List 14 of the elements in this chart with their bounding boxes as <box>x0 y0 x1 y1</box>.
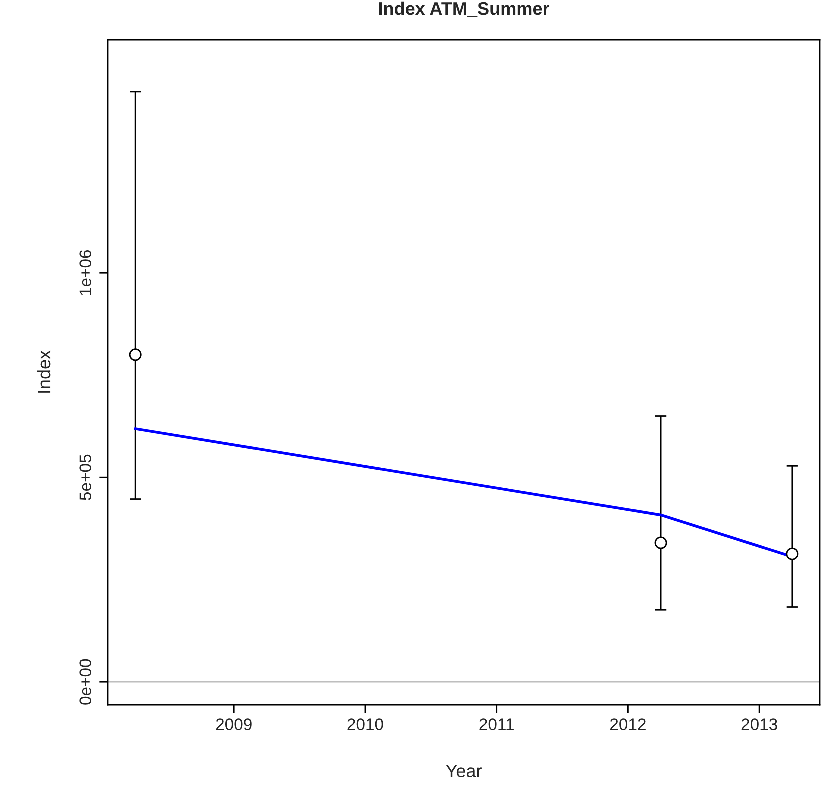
x-tick-label: 2009 <box>216 718 252 730</box>
y-tick-label: 1e+06 <box>80 250 92 296</box>
y-tick-label: 5e+05 <box>80 454 92 500</box>
point <box>654 536 668 550</box>
y-tick-label: 0e+00 <box>80 659 92 705</box>
point <box>786 548 799 560</box>
chart-title: Index ATM_Summer <box>379 2 550 18</box>
x-tick-label: 2010 <box>348 718 384 730</box>
y-axis-title: Index <box>37 350 51 393</box>
x-tick-label: 2011 <box>480 718 514 730</box>
x-tick-label: 2013 <box>742 718 778 730</box>
point <box>129 348 142 362</box>
x-axis-title: Year <box>446 764 482 778</box>
x-tick-label: 2012 <box>610 718 646 730</box>
